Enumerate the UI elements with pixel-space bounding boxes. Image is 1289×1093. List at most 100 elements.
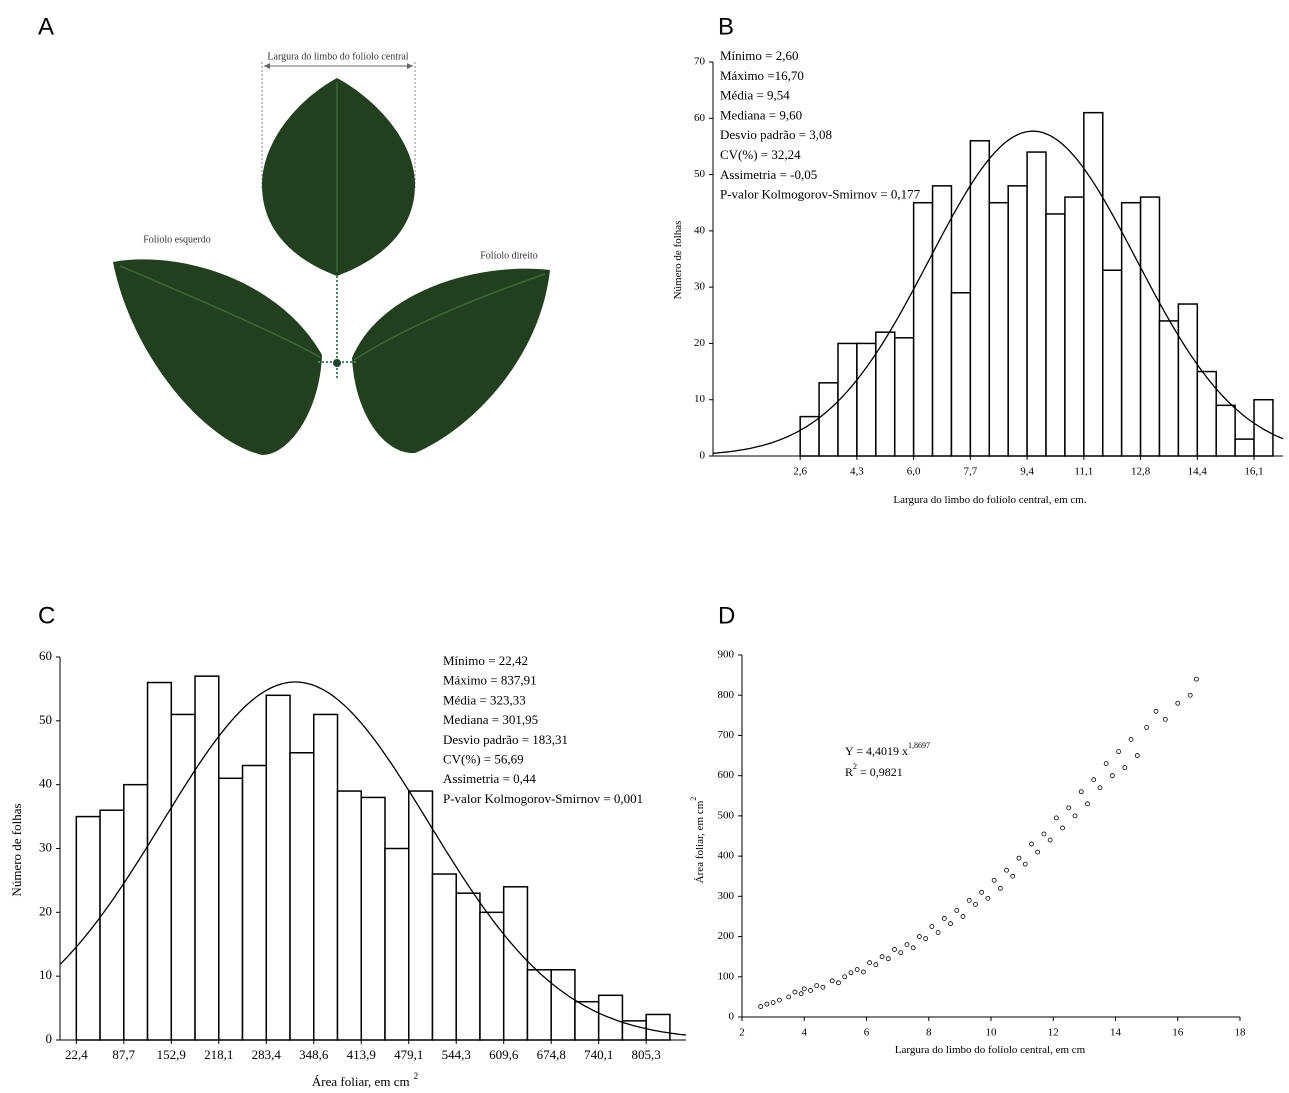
x-tick-label: 16,1 [1244, 466, 1263, 478]
x-tick-label: 479,1 [394, 1047, 423, 1062]
point [1194, 676, 1199, 682]
leaf-illustration [113, 62, 550, 455]
point [941, 916, 947, 921]
y-tick-label: 700 [718, 729, 735, 741]
normal-curve [59, 681, 687, 1036]
x-tick-label: 14 [1110, 1027, 1122, 1039]
point [829, 978, 835, 984]
bar [893, 337, 915, 457]
point [1122, 765, 1128, 771]
x-tick-label: 10 [986, 1027, 998, 1039]
stat-text: Assimetria = -0,05 [720, 167, 817, 182]
point [1175, 700, 1181, 706]
point [1053, 815, 1059, 821]
point [836, 980, 841, 986]
equation: Y = 4,4019 x1,8697 [845, 741, 930, 758]
point [786, 994, 792, 1000]
x-tick-label: 22,4 [65, 1047, 88, 1062]
y-axis-title: Área foliar, em cm2 [689, 797, 706, 884]
bar [479, 911, 505, 1041]
point [758, 1004, 764, 1009]
bar [837, 342, 858, 457]
point [1144, 725, 1150, 730]
bar [1158, 320, 1180, 457]
point [776, 997, 782, 1003]
x-axis-title-text: Área foliar, em cm [312, 1074, 410, 1089]
point [892, 947, 897, 952]
bar [384, 847, 410, 1041]
x-tick-label: 740,1 [584, 1047, 613, 1062]
y-tick-label: 900 [718, 649, 735, 661]
bar [1177, 303, 1199, 457]
leaf-left-label: Folíolo esquerdo [143, 234, 211, 245]
point [991, 877, 997, 883]
y-tick-label: 20 [39, 903, 52, 918]
stat-text: Desvio padrão = 183,31 [443, 732, 568, 747]
y-tick-label: 50 [39, 712, 52, 727]
point [948, 921, 953, 927]
point [1004, 867, 1009, 873]
point [842, 974, 848, 980]
x-tick-label: 2,6 [793, 466, 807, 478]
bar [289, 752, 315, 1041]
panel-label: C [38, 602, 55, 629]
stat-text: CV(%) = 32,24 [720, 147, 801, 162]
panel-label: A [38, 13, 54, 40]
y-tick-label: 40 [39, 776, 52, 791]
bar [99, 809, 125, 1041]
bar [912, 201, 934, 457]
point [873, 962, 879, 968]
point [1085, 801, 1090, 807]
point [1022, 861, 1028, 867]
bar [336, 790, 363, 1041]
x-tick-label: 87,7 [112, 1047, 135, 1062]
point [1041, 831, 1047, 837]
stat-text: Máximo =16,70 [720, 68, 804, 83]
x-tick-label: 413,9 [347, 1047, 376, 1062]
y-tick-label: 30 [694, 281, 706, 293]
point [960, 914, 966, 919]
bar [856, 342, 877, 457]
point [1103, 761, 1109, 766]
point [1078, 789, 1084, 795]
x-tick-label: 18 [1235, 1027, 1247, 1039]
bar [146, 681, 173, 1041]
bar [645, 1013, 671, 1041]
bar [455, 892, 481, 1041]
y-tick-label: 50 [694, 168, 706, 180]
y-tick-label: 500 [718, 809, 735, 821]
stat-text: P-valor Kolmogorov-Smirnov = 0,177 [720, 187, 921, 202]
point [1016, 855, 1022, 861]
point [1162, 716, 1168, 722]
point [820, 984, 826, 990]
point [1035, 849, 1041, 855]
y-tick-label: 20 [694, 337, 706, 349]
point [923, 936, 929, 941]
bar [799, 415, 820, 457]
r2-value: = 0,9821 [860, 765, 903, 779]
stat-text: P-valor Kolmogorov-Smirnov = 0,001 [443, 791, 643, 806]
point [848, 970, 854, 976]
bar [1083, 111, 1104, 457]
x-tick-label: 805,3 [632, 1047, 661, 1062]
x-tick-label: 4,3 [850, 466, 864, 478]
point [1128, 737, 1134, 742]
leaf-right-label: Folíolo direito [480, 250, 538, 261]
x-tick-label: 6 [864, 1027, 870, 1039]
y-axis-title-text: Número de folhas [672, 221, 684, 300]
x-tick-label: 14,4 [1188, 466, 1208, 478]
y-tick-label: 600 [718, 769, 735, 781]
bar [1253, 398, 1274, 457]
y-tick-label: 60 [694, 112, 706, 124]
bar [75, 815, 101, 1041]
bar [1064, 196, 1085, 457]
bar [123, 783, 149, 1041]
point [1109, 773, 1115, 779]
x-tick-label: 152,9 [157, 1047, 186, 1062]
y-tick-label: 800 [718, 689, 735, 701]
point [929, 924, 935, 929]
point [979, 889, 985, 895]
x-axis-title-sup: 2 [414, 1071, 419, 1081]
